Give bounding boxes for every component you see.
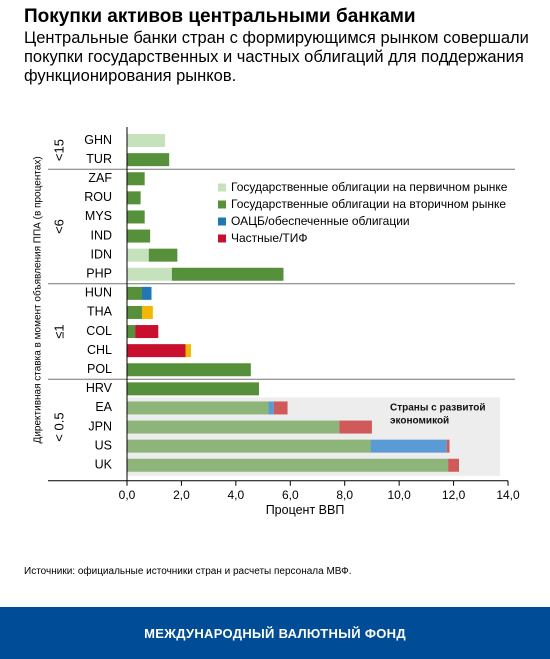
x-axis-ticks: 0,0 2,0 4,0 6,0 8,0 10,0 12,0 14,0 bbox=[119, 480, 520, 502]
bar-col-secondary_gov bbox=[127, 325, 136, 339]
legend-swatch bbox=[218, 217, 226, 226]
category-label-us: US bbox=[95, 438, 112, 452]
bar-jpn-secondary_gov bbox=[127, 420, 340, 434]
legend-swatch bbox=[218, 200, 226, 209]
chart-subtitle: Центральные банки стран с формирующимся … bbox=[24, 29, 529, 85]
bar-php-secondary_gov bbox=[171, 267, 284, 281]
bars bbox=[127, 134, 460, 472]
x-axis-label: Процент ВВП bbox=[266, 503, 345, 517]
group-label: ≤1 bbox=[51, 324, 66, 338]
category-label-ea: EA bbox=[95, 400, 112, 414]
advanced-economies-annotation: Страны с развитой экономикой bbox=[390, 402, 486, 426]
x-tick-label: 10,0 bbox=[387, 488, 411, 502]
bar-pol-secondary_gov bbox=[127, 363, 251, 377]
bar-php-primary_gov bbox=[127, 267, 172, 281]
bar-ea-secondary_gov bbox=[127, 401, 269, 415]
category-label-pol: POL bbox=[87, 362, 112, 376]
bar-ind-secondary_gov bbox=[127, 229, 151, 243]
bar-uk-private bbox=[448, 458, 460, 472]
bar-us-private bbox=[446, 439, 450, 453]
category-label-tha: THA bbox=[87, 305, 113, 319]
x-tick-label: 2,0 bbox=[173, 488, 190, 502]
group-label: < 0.5 bbox=[51, 412, 66, 441]
x-tick-label: 4,0 bbox=[228, 488, 245, 502]
bar-us-covered bbox=[370, 439, 447, 453]
category-label-chl: CHL bbox=[87, 343, 112, 357]
group-separators bbox=[48, 168, 515, 380]
category-label-php: PHP bbox=[86, 267, 112, 281]
legend-label: ОАЦБ/обеспеченные облигации bbox=[231, 214, 410, 228]
bar-zaf-secondary_gov bbox=[127, 172, 145, 186]
imf-footer-banner: МЕЖДУНАРОДНЫЙ ВАЛЮТНЫЙ ФОНД bbox=[0, 607, 550, 659]
bar-ea-private bbox=[273, 401, 288, 415]
source-note: Источники: официальные источники стран и… bbox=[24, 566, 352, 577]
annotation-line: Страны с развитой bbox=[390, 402, 486, 413]
bar-rou-secondary_gov bbox=[127, 191, 141, 205]
category-labels: GHN TUR ZAF ROU MYS IND IDN PHP HUN THA COL CHL POL H… bbox=[84, 133, 112, 472]
bar-tur-secondary_gov bbox=[127, 153, 170, 167]
bar-mys-secondary_gov bbox=[127, 210, 145, 224]
annotation-line: экономикой bbox=[390, 415, 449, 426]
bar-col-private bbox=[135, 325, 159, 339]
group-label: <15 bbox=[51, 139, 66, 161]
bar-us-secondary_gov bbox=[127, 439, 371, 453]
x-tick-label: 14,0 bbox=[496, 488, 520, 502]
category-label-tur: TUR bbox=[86, 152, 112, 166]
chart-title: Покупки активов центральными банками bbox=[24, 6, 416, 27]
category-label-uk: UK bbox=[95, 458, 113, 472]
category-label-jpn: JPN bbox=[88, 419, 112, 433]
group-labels: <15 <6 ≤1 < 0.5 bbox=[51, 139, 66, 442]
x-tick-label: 6,0 bbox=[282, 488, 299, 502]
category-label-ind: IND bbox=[90, 228, 112, 242]
bar-idn-secondary_gov bbox=[148, 248, 178, 262]
bar-idn-primary_gov bbox=[127, 248, 149, 262]
x-tick-label: 12,0 bbox=[442, 488, 466, 502]
bar-chart: GHN TUR ZAF ROU MYS IND IDN PHP HUN THA COL CHL POL H… bbox=[32, 127, 520, 517]
category-label-idn: IDN bbox=[90, 247, 112, 261]
category-label-rou: ROU bbox=[84, 190, 112, 204]
group-label: <6 bbox=[51, 219, 66, 234]
legend-label: Государственные облигации на вторичном р… bbox=[231, 197, 506, 211]
bar-tha-secondary_gov bbox=[127, 305, 142, 319]
legend-swatch bbox=[218, 183, 226, 192]
bar-hun-covered bbox=[141, 286, 152, 300]
legend: Государственные облигации на первичном р… bbox=[218, 180, 508, 245]
bar-chl-other bbox=[185, 344, 191, 358]
category-label-hun: HUN bbox=[85, 286, 112, 300]
y-axis-label: Директивная ставка в момент объявления П… bbox=[32, 156, 44, 443]
bar-hrv-secondary_gov bbox=[127, 382, 259, 396]
bar-jpn-private bbox=[339, 420, 372, 434]
legend-label: Частные/ТИФ bbox=[231, 231, 308, 245]
category-label-ghn: GHN bbox=[84, 133, 112, 147]
category-label-zaf: ZAF bbox=[88, 171, 112, 185]
x-tick-label: 0,0 bbox=[119, 488, 136, 502]
bar-hun-secondary_gov bbox=[127, 286, 142, 300]
legend-label: Государственные облигации на первичном р… bbox=[231, 180, 508, 194]
category-label-mys: MYS bbox=[85, 209, 112, 223]
legend-swatch bbox=[218, 234, 226, 243]
bar-tha-other bbox=[141, 305, 153, 319]
bar-ea-covered bbox=[268, 401, 274, 415]
bar-chl-private bbox=[127, 344, 186, 358]
category-label-col: COL bbox=[86, 324, 112, 338]
x-tick-label: 8,0 bbox=[336, 488, 353, 502]
bar-uk-secondary_gov bbox=[127, 458, 449, 472]
bar-ghn-primary_gov bbox=[127, 134, 166, 148]
category-label-hrv: HRV bbox=[86, 381, 113, 395]
